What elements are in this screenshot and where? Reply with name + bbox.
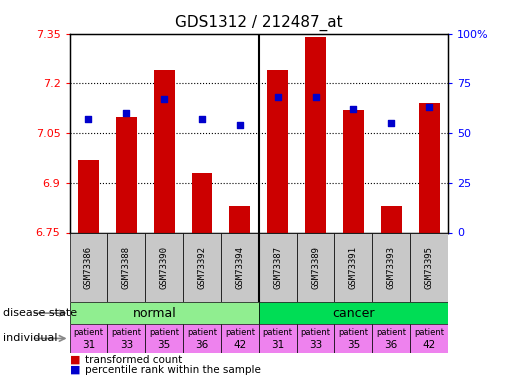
Text: GSM73395: GSM73395 xyxy=(425,246,434,289)
Bar xyxy=(372,232,410,302)
Bar xyxy=(372,324,410,352)
Bar xyxy=(70,302,259,324)
Text: ■: ■ xyxy=(70,355,80,365)
Bar xyxy=(410,324,448,352)
Bar xyxy=(335,232,372,302)
Bar xyxy=(145,232,183,302)
Point xyxy=(84,116,93,122)
Bar xyxy=(78,160,99,232)
Bar xyxy=(305,37,326,232)
Text: ■: ■ xyxy=(70,364,80,374)
Text: 31: 31 xyxy=(271,340,284,350)
Bar xyxy=(107,324,145,352)
Text: GSM73386: GSM73386 xyxy=(84,246,93,289)
Point xyxy=(122,110,130,116)
Point xyxy=(236,122,244,128)
Text: patient: patient xyxy=(149,328,179,337)
Text: GSM73387: GSM73387 xyxy=(273,246,282,289)
Bar xyxy=(116,117,136,232)
Title: GDS1312 / 212487_at: GDS1312 / 212487_at xyxy=(175,15,342,31)
Text: GSM73388: GSM73388 xyxy=(122,246,131,289)
Text: patient: patient xyxy=(263,328,293,337)
Bar xyxy=(381,206,402,232)
Text: percentile rank within the sample: percentile rank within the sample xyxy=(85,365,261,375)
Bar xyxy=(259,324,297,352)
Text: patient: patient xyxy=(301,328,331,337)
Bar xyxy=(221,324,259,352)
Bar xyxy=(107,232,145,302)
Text: individual: individual xyxy=(3,333,57,344)
Text: 42: 42 xyxy=(422,340,436,350)
Text: patient: patient xyxy=(187,328,217,337)
Bar xyxy=(259,302,448,324)
Bar xyxy=(192,173,212,232)
Bar xyxy=(230,206,250,232)
Point xyxy=(425,104,433,110)
Text: 35: 35 xyxy=(347,340,360,350)
Text: 33: 33 xyxy=(309,340,322,350)
Text: GSM73390: GSM73390 xyxy=(160,246,168,289)
Bar xyxy=(221,232,259,302)
Text: transformed count: transformed count xyxy=(85,356,182,365)
Text: disease state: disease state xyxy=(3,308,77,318)
Bar xyxy=(183,232,221,302)
Text: 33: 33 xyxy=(119,340,133,350)
Bar xyxy=(145,324,183,352)
Text: patient: patient xyxy=(225,328,255,337)
Bar xyxy=(259,232,297,302)
Text: patient: patient xyxy=(111,328,141,337)
Bar xyxy=(297,324,335,352)
Bar xyxy=(297,232,335,302)
Text: patient: patient xyxy=(376,328,406,337)
Text: 36: 36 xyxy=(195,340,209,350)
Text: 31: 31 xyxy=(82,340,95,350)
Text: 35: 35 xyxy=(158,340,171,350)
Point xyxy=(273,94,282,100)
Text: GSM73391: GSM73391 xyxy=(349,246,358,289)
Bar xyxy=(70,324,107,352)
Bar xyxy=(410,232,448,302)
Text: normal: normal xyxy=(133,307,177,320)
Text: patient: patient xyxy=(338,328,368,337)
Bar xyxy=(267,70,288,232)
Text: GSM73392: GSM73392 xyxy=(198,246,207,289)
Point xyxy=(387,120,396,126)
Bar xyxy=(343,110,364,232)
Text: GSM73394: GSM73394 xyxy=(235,246,244,289)
Text: cancer: cancer xyxy=(332,307,375,320)
Bar xyxy=(183,324,221,352)
Text: 36: 36 xyxy=(385,340,398,350)
Text: patient: patient xyxy=(74,328,104,337)
Bar xyxy=(154,70,175,232)
Text: 42: 42 xyxy=(233,340,247,350)
Bar xyxy=(419,104,439,232)
Point xyxy=(312,94,320,100)
Bar xyxy=(70,232,107,302)
Text: GSM73393: GSM73393 xyxy=(387,246,396,289)
Bar xyxy=(335,324,372,352)
Point xyxy=(198,116,206,122)
Point xyxy=(160,96,168,102)
Text: patient: patient xyxy=(414,328,444,337)
Point xyxy=(349,106,357,112)
Text: GSM73389: GSM73389 xyxy=(311,246,320,289)
